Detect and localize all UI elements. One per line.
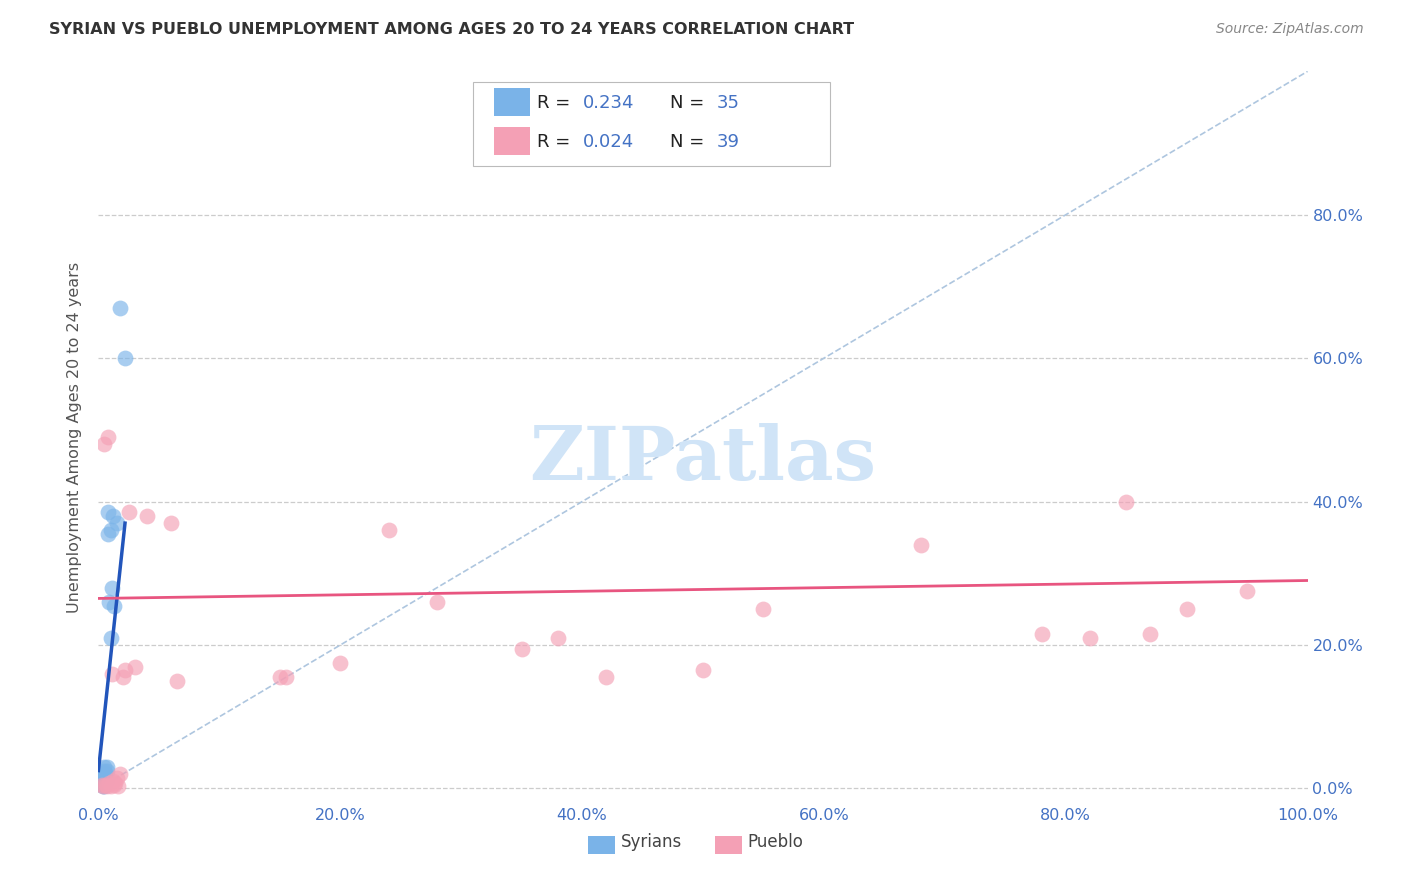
Point xyxy=(103,778,125,792)
Point xyxy=(91,768,114,782)
Point xyxy=(426,595,449,609)
Y-axis label: Unemployment Among Ages 20 to 24 years: Unemployment Among Ages 20 to 24 years xyxy=(67,261,83,613)
Point xyxy=(752,602,775,616)
Point xyxy=(91,778,114,792)
Point xyxy=(510,641,533,656)
Point xyxy=(910,538,932,552)
Point xyxy=(93,760,115,774)
Point xyxy=(100,524,122,538)
Text: 0.234: 0.234 xyxy=(583,94,634,112)
Point xyxy=(91,774,114,789)
Point xyxy=(377,524,399,538)
Point xyxy=(103,599,125,613)
Point xyxy=(98,595,121,609)
Point xyxy=(98,775,121,789)
Text: N =: N = xyxy=(671,133,710,151)
Text: SYRIAN VS PUEBLO UNEMPLOYMENT AMONG AGES 20 TO 24 YEARS CORRELATION CHART: SYRIAN VS PUEBLO UNEMPLOYMENT AMONG AGES… xyxy=(49,22,855,37)
Bar xyxy=(716,836,742,854)
Point xyxy=(100,581,122,595)
Point xyxy=(135,508,157,523)
Point xyxy=(97,505,120,519)
Point xyxy=(114,663,136,677)
Point xyxy=(101,508,124,523)
Point xyxy=(96,760,118,774)
Point xyxy=(91,780,114,794)
Point xyxy=(97,430,120,444)
Point xyxy=(94,774,117,789)
Text: 39: 39 xyxy=(716,133,740,151)
Text: Syrians: Syrians xyxy=(621,832,682,851)
Point xyxy=(93,768,115,782)
Point xyxy=(105,516,128,530)
Bar xyxy=(494,127,530,154)
Point xyxy=(269,670,291,684)
Point xyxy=(329,656,352,670)
Text: Pueblo: Pueblo xyxy=(748,832,804,851)
Point xyxy=(101,774,124,789)
Text: Source: ZipAtlas.com: Source: ZipAtlas.com xyxy=(1216,22,1364,37)
Point xyxy=(692,663,714,677)
FancyBboxPatch shape xyxy=(474,82,830,167)
Text: R =: R = xyxy=(537,133,576,151)
Point xyxy=(1175,602,1198,616)
Point xyxy=(1031,627,1053,641)
Point xyxy=(93,780,115,794)
Point xyxy=(108,767,131,781)
Point xyxy=(124,659,146,673)
Point xyxy=(91,772,114,787)
Point xyxy=(160,516,183,530)
Point xyxy=(1115,494,1137,508)
Point xyxy=(91,776,114,790)
Point xyxy=(93,772,115,787)
Point xyxy=(1236,584,1258,599)
Point xyxy=(94,767,117,781)
Point xyxy=(91,775,114,789)
Point xyxy=(108,301,131,315)
Text: ZIPatlas: ZIPatlas xyxy=(530,423,876,496)
Point xyxy=(93,437,115,451)
Point xyxy=(1139,627,1161,641)
Point xyxy=(93,764,115,778)
Point xyxy=(274,670,297,684)
Point xyxy=(114,351,136,366)
Text: R =: R = xyxy=(537,94,576,112)
Point xyxy=(1078,631,1101,645)
Point xyxy=(96,764,118,778)
Point xyxy=(93,778,115,792)
Point xyxy=(100,780,122,794)
Point xyxy=(93,765,115,780)
Point xyxy=(105,771,128,785)
Point xyxy=(547,631,569,645)
Point xyxy=(91,774,114,789)
Point xyxy=(94,771,117,785)
Point xyxy=(91,772,114,786)
Point xyxy=(93,775,115,789)
Point xyxy=(104,775,127,789)
Point xyxy=(118,505,141,519)
Point xyxy=(595,670,617,684)
Point xyxy=(96,780,118,794)
Bar xyxy=(588,836,614,854)
Text: 35: 35 xyxy=(716,94,740,112)
Point xyxy=(97,527,120,541)
Point xyxy=(94,778,117,792)
Point xyxy=(166,673,188,688)
Text: 0.024: 0.024 xyxy=(583,133,634,151)
Point xyxy=(91,778,114,792)
Point xyxy=(93,771,115,785)
Point xyxy=(91,778,114,792)
Text: N =: N = xyxy=(671,94,710,112)
Point xyxy=(100,631,122,645)
Bar xyxy=(494,88,530,116)
Point xyxy=(91,780,114,794)
Point xyxy=(100,666,122,681)
Point xyxy=(107,780,129,794)
Point xyxy=(111,670,134,684)
